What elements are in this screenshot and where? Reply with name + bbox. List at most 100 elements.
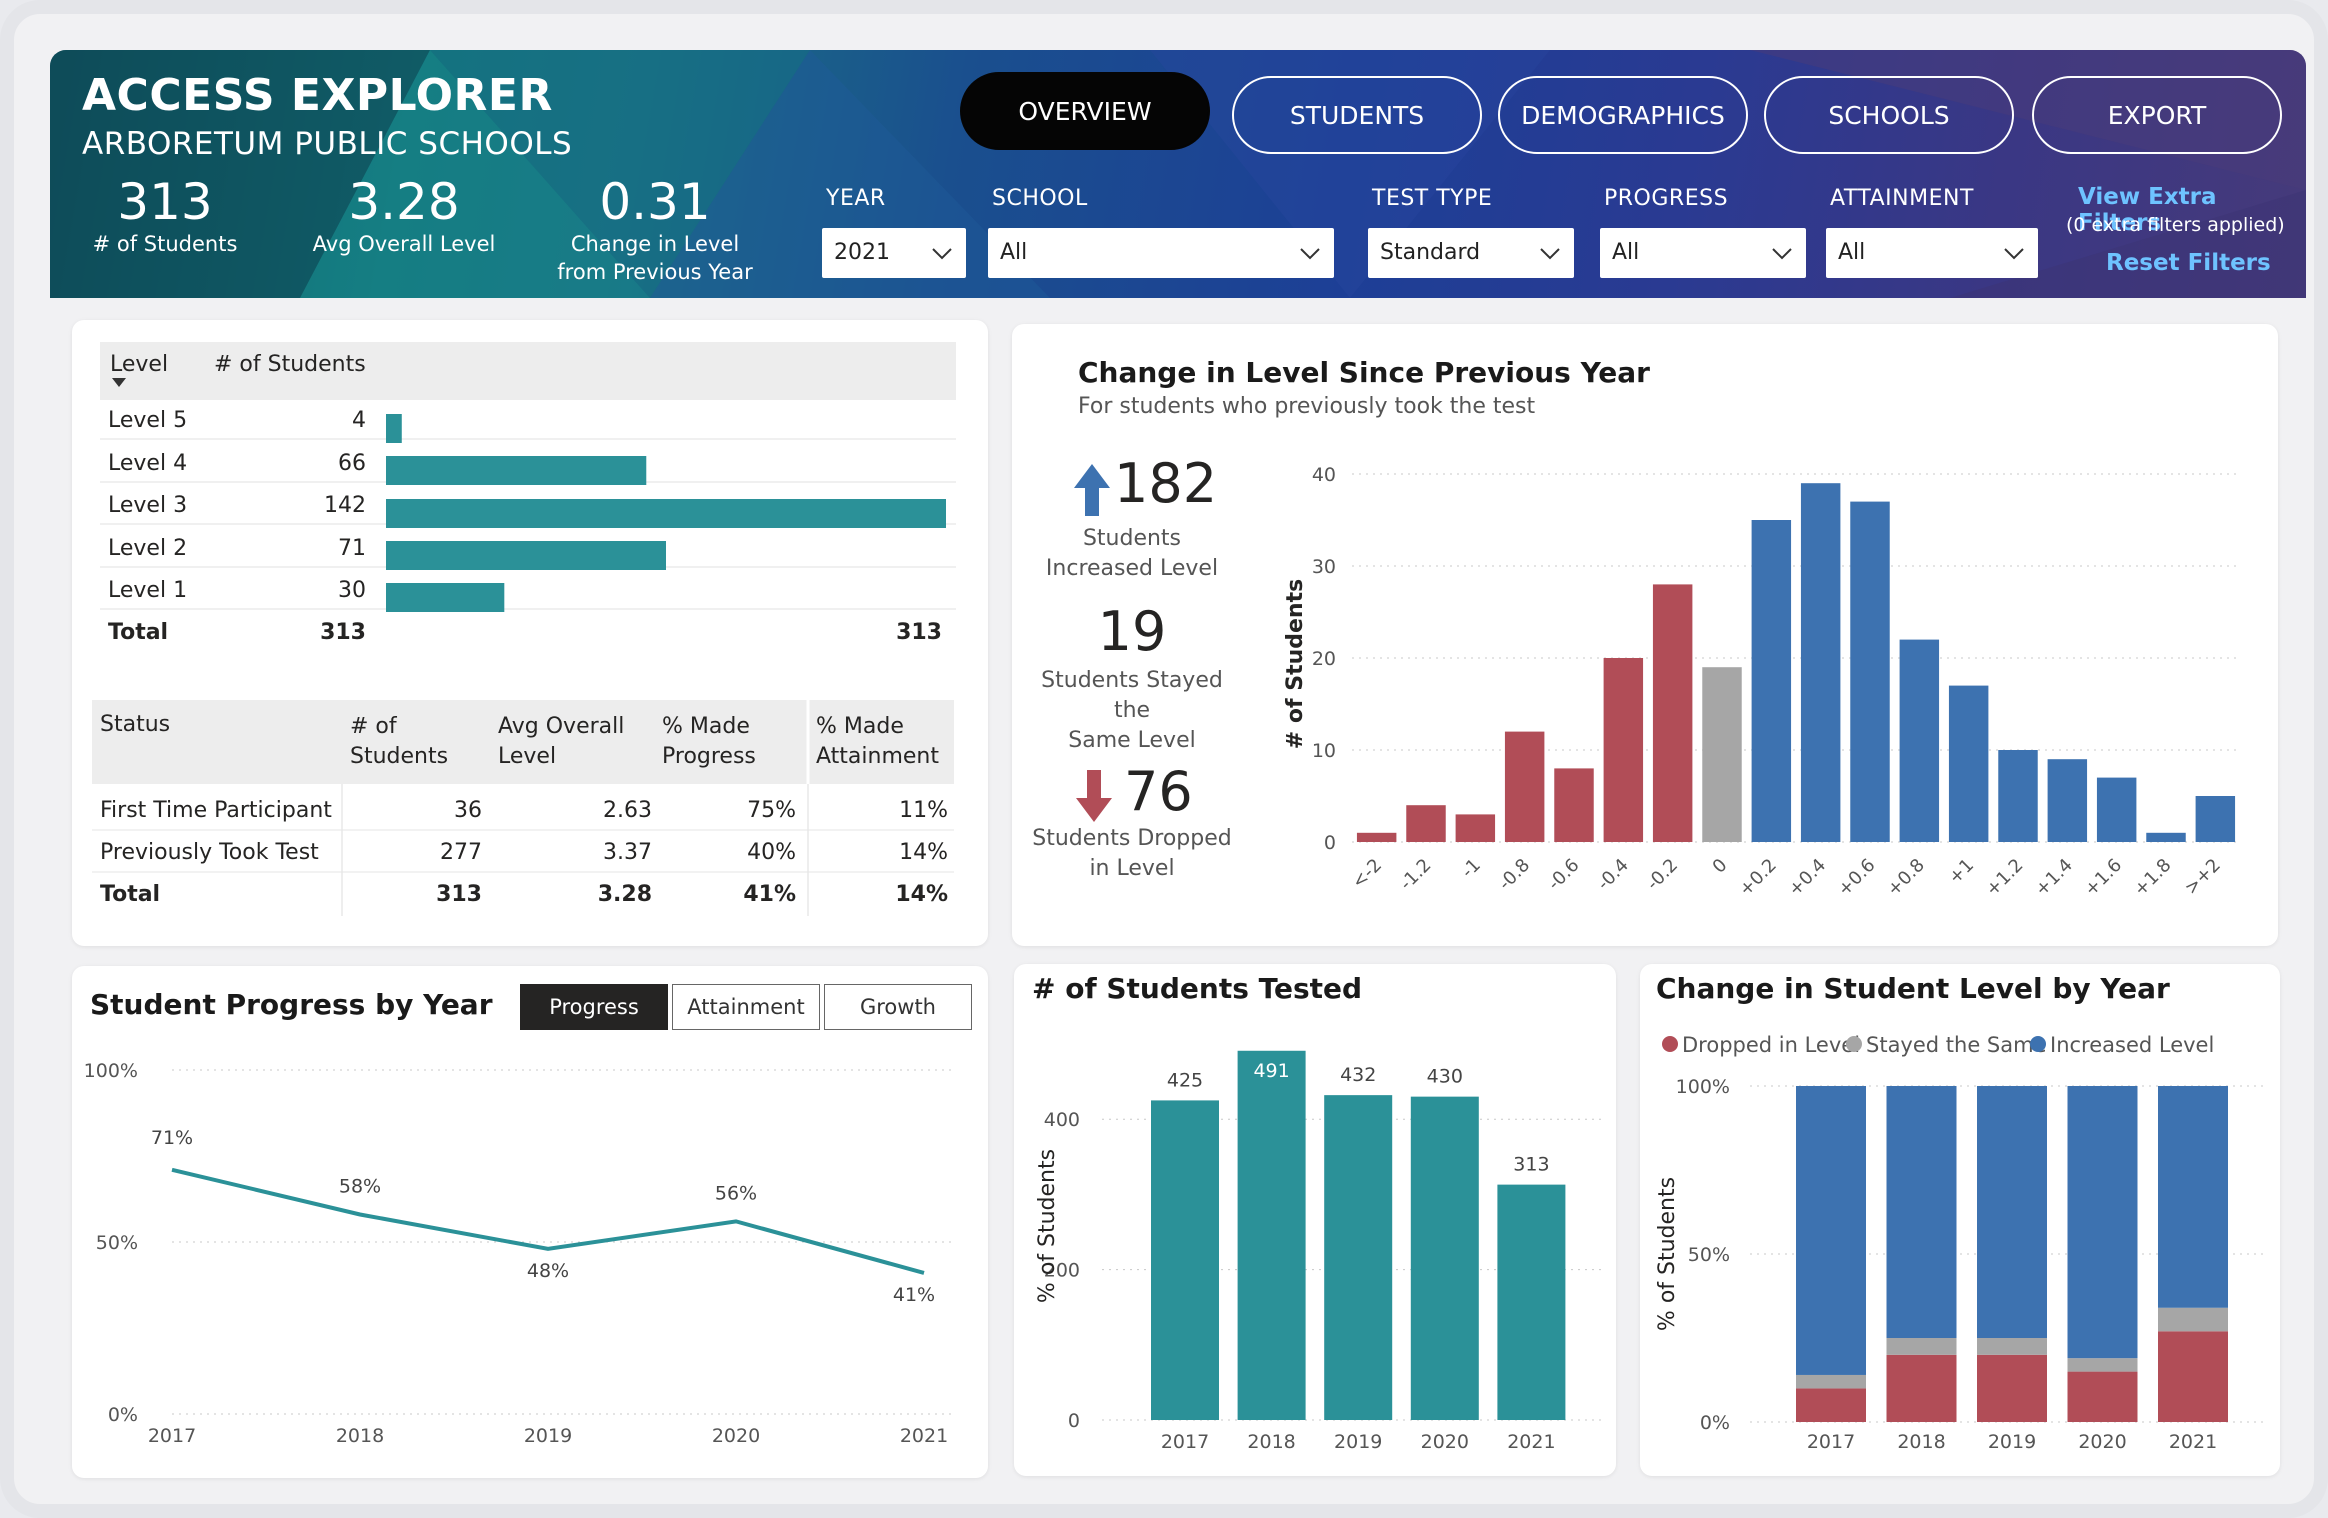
level-row-count: 71: [338, 536, 366, 561]
change-level-card: Change in Level Since Previous Year For …: [1012, 324, 2278, 946]
filter-progress-select[interactable]: All: [1600, 228, 1806, 278]
nav-export-button[interactable]: EXPORT: [2032, 76, 2282, 154]
stacked-bar-segment[interactable]: [1796, 1388, 1866, 1422]
toggle-progress-button[interactable]: Progress: [520, 984, 668, 1030]
y-tick-label: 0: [1068, 1410, 1080, 1432]
x-tick-label: 2018: [1897, 1431, 1945, 1453]
filter-attainment-select[interactable]: All: [1826, 228, 2038, 278]
filter-year-select[interactable]: 2021: [822, 228, 966, 278]
toggle-attainment-button[interactable]: Attainment: [672, 984, 820, 1030]
increased-count: 182: [1114, 452, 1218, 515]
level-total-label: Total: [108, 620, 169, 645]
level-bar[interactable]: [386, 414, 402, 443]
stacked-bar-segment[interactable]: [1886, 1338, 1957, 1355]
filter-school-select[interactable]: All: [988, 228, 1334, 278]
extra-filters-note: (0 extra filters applied): [2066, 214, 2285, 236]
nav-students-button[interactable]: STUDENTS: [1232, 76, 1482, 154]
level-bar[interactable]: [386, 541, 666, 570]
progress-line[interactable]: [171, 1167, 925, 1275]
tested-bar[interactable]: [1324, 1095, 1393, 1420]
stacked-bar-segment[interactable]: [1977, 1354, 2047, 1422]
data-label: 48%: [527, 1260, 569, 1282]
view-extra-filters-link[interactable]: View Extra Filters: [2078, 184, 2217, 236]
stacked-bar-segment[interactable]: [1886, 1354, 1957, 1422]
histogram-bar[interactable]: [2195, 796, 2236, 842]
y-tick-label: 10: [1312, 740, 1336, 762]
tested-bar[interactable]: [1410, 1096, 1479, 1420]
x-tick-label: +1: [1945, 855, 1979, 889]
x-tick-label: -1: [1457, 855, 1485, 883]
histogram-bar[interactable]: [1850, 501, 1890, 842]
histogram-bar[interactable]: [1948, 685, 1989, 842]
x-tick-label: 2019: [1334, 1431, 1382, 1453]
nav-schools-button[interactable]: SCHOOLS: [1764, 76, 2014, 154]
y-tick-label: 20: [1312, 648, 1336, 670]
stacked-bar-segment[interactable]: [2067, 1086, 2138, 1359]
status-total-avg: 3.28: [597, 882, 652, 907]
level-row-label: Level 2: [108, 536, 188, 561]
stacked-bar-segment[interactable]: [1977, 1338, 2047, 1355]
dropped-label-line1: Students Dropped: [1032, 826, 1232, 851]
x-tick-label: 2020: [1421, 1431, 1469, 1453]
histogram-bar[interactable]: [1406, 805, 1446, 842]
stacked-bar-segment[interactable]: [1977, 1086, 2047, 1338]
legend-marker: [2030, 1036, 2046, 1052]
legend-label: Stayed the Same: [1866, 1033, 2047, 1057]
status-row-label: First Time Participant: [100, 798, 332, 823]
histogram-bar[interactable]: [1702, 667, 1742, 842]
change-by-year-chart: Dropped in Level Stayed the Same Increased…: [1655, 1033, 2268, 1453]
histogram-bar[interactable]: [2096, 777, 2137, 842]
histogram-bar[interactable]: [1652, 584, 1693, 842]
histogram-bar[interactable]: [1800, 483, 1841, 842]
tested-bar[interactable]: [1151, 1100, 1219, 1420]
status-row-progress: 75%: [747, 798, 796, 823]
histogram-bar[interactable]: [2047, 759, 2088, 842]
increased-label-line1: Students: [1082, 526, 1182, 551]
reset-filters-link[interactable]: Reset Filters: [2106, 250, 2271, 276]
stacked-bar-segment[interactable]: [2067, 1358, 2138, 1372]
change-by-year-card: Change in Student Level by Year Dropped …: [1640, 964, 2280, 1476]
legend-marker: [1846, 1036, 1862, 1052]
stacked-bar-segment[interactable]: [1796, 1374, 1866, 1389]
nav-overview-button[interactable]: OVERVIEW: [960, 72, 1210, 150]
histogram-bar[interactable]: [1504, 731, 1545, 842]
status-table-header: [92, 700, 954, 784]
arrow-up-icon: [1074, 464, 1110, 516]
histogram-bar[interactable]: [1998, 750, 2038, 842]
stacked-bar-segment[interactable]: [1886, 1086, 1957, 1338]
y-tick-label: 0%: [108, 1404, 138, 1426]
increased-label-line2: Increased Level: [1045, 556, 1219, 581]
filter-test-type-select[interactable]: Standard: [1368, 228, 1574, 278]
tested-bar[interactable]: [1237, 1050, 1306, 1420]
filter-test-type-label: TEST TYPE: [1372, 186, 1493, 211]
status-total-progress: 41%: [743, 882, 796, 907]
level-row-label: Level 4: [108, 451, 188, 476]
level-column-header[interactable]: Level: [110, 352, 169, 377]
histogram-bar[interactable]: [1603, 658, 1644, 842]
kpi-students-value: 313: [117, 173, 213, 231]
x-tick-label: 2019: [1988, 1431, 2036, 1453]
histogram-bar[interactable]: [1899, 639, 1940, 842]
stacked-bar-segment[interactable]: [2158, 1307, 2228, 1332]
histogram-bar[interactable]: [1554, 768, 1594, 842]
histogram-bar[interactable]: [1356, 832, 1397, 842]
level-row-label: Level 5: [108, 408, 188, 433]
level-row-label: Level 3: [108, 493, 188, 518]
histogram-bar[interactable]: [1751, 520, 1792, 842]
level-bar[interactable]: [386, 499, 946, 528]
level-bar[interactable]: [386, 456, 647, 485]
histogram-bar[interactable]: [1455, 814, 1496, 842]
nav-demographics-button[interactable]: DEMOGRAPHICS: [1498, 76, 1748, 154]
y-tick-label: 200: [1044, 1260, 1080, 1282]
tested-bar[interactable]: [1497, 1184, 1566, 1420]
stacked-bar-segment[interactable]: [2067, 1371, 2138, 1422]
x-tick-label: 2017: [1807, 1431, 1855, 1453]
stacked-bar-segment[interactable]: [2158, 1331, 2228, 1422]
stacked-bar-segment[interactable]: [2158, 1086, 2228, 1308]
toggle-growth-button[interactable]: Growth: [824, 984, 972, 1030]
histogram-bar[interactable]: [2146, 832, 2186, 842]
change-level-subtitle: For students who previously took the tes…: [1078, 394, 1536, 419]
stacked-bar-segment[interactable]: [1796, 1086, 1866, 1375]
level-bar[interactable]: [386, 583, 505, 612]
legend-label: Increased Level: [2050, 1033, 2214, 1057]
